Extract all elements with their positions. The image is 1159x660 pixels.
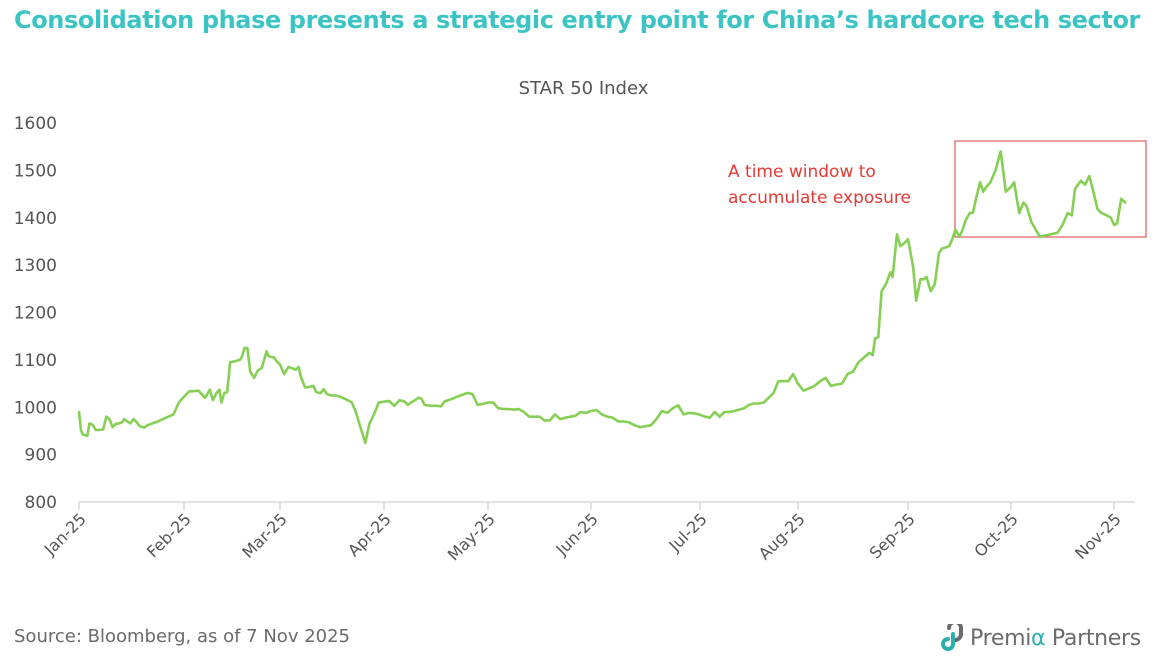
- x-tick-label: Mar-25: [238, 509, 291, 562]
- x-tick-label: Oct-25: [970, 509, 1021, 560]
- logo-text-premi: Premi: [970, 625, 1032, 651]
- annotation-text-line1: A time window to: [728, 162, 876, 182]
- y-tick-label: 1200: [14, 304, 57, 324]
- x-tick-label: Nov-25: [1071, 509, 1125, 563]
- x-tick-label: May-25: [444, 509, 499, 564]
- logo-wordmark: Premiα Partners: [970, 626, 1141, 651]
- chart-title: STAR 50 Index: [518, 78, 649, 99]
- headline-title: Consolidation phase presents a strategic…: [14, 6, 1140, 34]
- x-tick-label: Jan-25: [40, 509, 90, 559]
- x-tick-label: Sep-25: [866, 509, 919, 562]
- x-tick-label: Apr-25: [344, 509, 395, 560]
- premia-logo-icon: [940, 624, 963, 651]
- premia-partners-logo: Premiα Partners: [940, 624, 1141, 652]
- x-tick-label: Feb-25: [143, 509, 195, 561]
- x-tick-label: Jun-25: [552, 509, 602, 559]
- y-tick-label: 900: [25, 446, 57, 466]
- x-axis: Jan-25 Feb-25 Mar-25 Apr-25 May-25 Jun-25 Jul-…: [40, 501, 1135, 565]
- x-tick-label: Aug-25: [755, 509, 809, 563]
- logo-text-alpha: α: [1031, 625, 1046, 651]
- y-axis: 800 900 1000 1100 1200 1300 1400 1500 1600: [14, 114, 57, 513]
- star50-series-line: [77, 150, 1127, 445]
- y-tick-label: 1600: [14, 114, 57, 134]
- logo-text-partners: Partners: [1045, 625, 1141, 651]
- y-tick-label: 1300: [14, 256, 57, 276]
- y-tick-label: 1400: [14, 209, 57, 229]
- y-tick-label: 800: [25, 493, 57, 513]
- annotation-box: [954, 140, 1147, 238]
- y-tick-label: 1000: [14, 398, 57, 418]
- y-tick-label: 1100: [14, 351, 57, 371]
- x-tick-label: Jul-25: [665, 509, 711, 555]
- annotation-text-line2: accumulate exposure: [728, 188, 911, 208]
- y-tick-label: 1500: [14, 161, 57, 181]
- source-note: Source: Bloomberg, as of 7 Nov 2025: [14, 626, 351, 647]
